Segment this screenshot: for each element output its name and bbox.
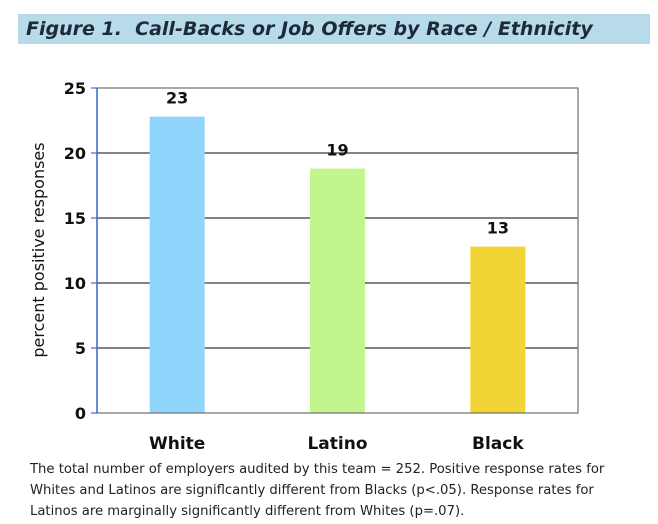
category-label: White <box>149 434 205 454</box>
bar-white <box>149 116 205 413</box>
bar-latino <box>310 168 365 413</box>
data-label: 13 <box>487 219 509 238</box>
bars <box>149 116 526 413</box>
data-labels: 23 19 13 <box>166 89 509 238</box>
bar-black <box>470 246 526 413</box>
data-label: 19 <box>326 141 348 160</box>
footnote: The total number of employers audited by… <box>30 462 605 519</box>
y-tick-label: 25 <box>64 79 86 98</box>
category-labels: White Latino Black <box>149 434 524 454</box>
y-tick-labels: 0 5 10 15 20 25 <box>64 79 86 423</box>
y-tick-label: 20 <box>64 144 86 163</box>
data-label: 23 <box>166 89 188 108</box>
title-bar: Figure 1. Call-Backs or Job Offers by Ra… <box>18 14 650 44</box>
y-tick-label: 0 <box>75 404 86 423</box>
figure-title: Figure 1. Call-Backs or Job Offers by Ra… <box>26 18 593 40</box>
y-tick-label: 15 <box>64 209 86 228</box>
y-tick-label: 10 <box>64 274 86 293</box>
y-axis-label: percent positive responses <box>29 142 48 357</box>
category-label: Latino <box>307 434 367 454</box>
y-tick-label: 5 <box>75 339 86 358</box>
category-label: Black <box>472 434 524 454</box>
